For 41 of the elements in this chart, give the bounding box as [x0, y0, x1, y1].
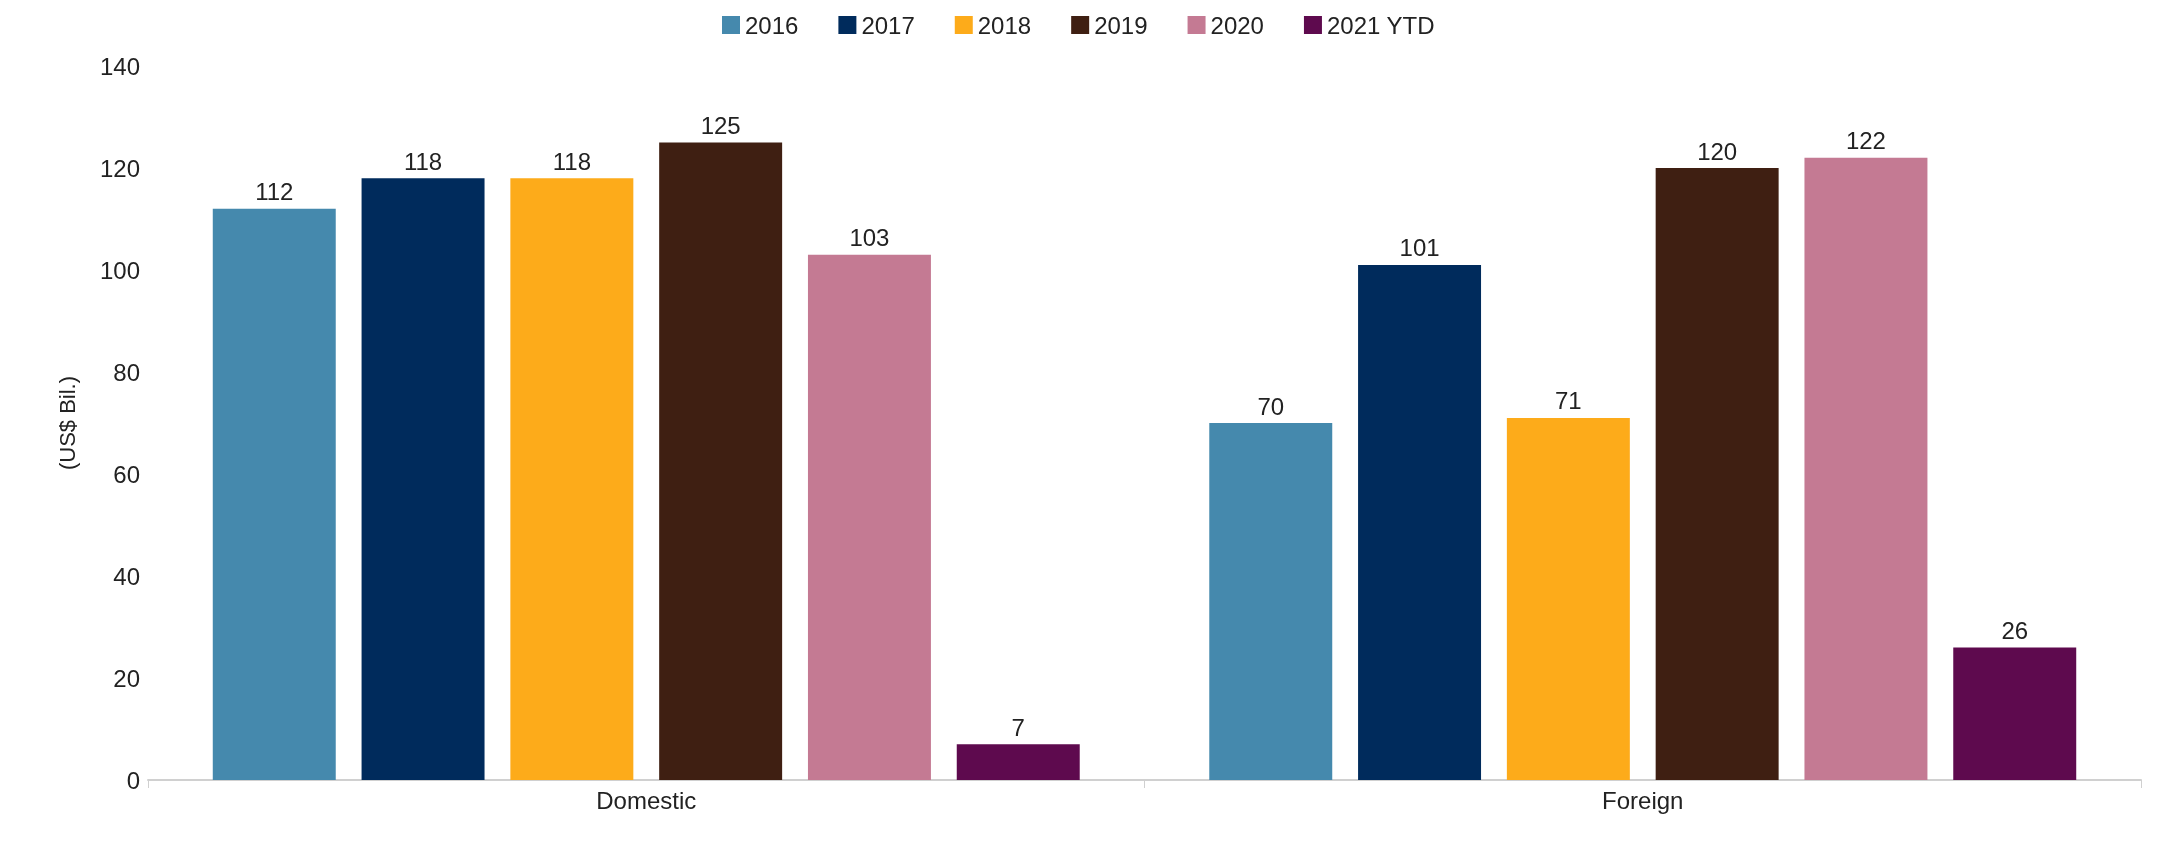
y-tick-label: 100: [99, 256, 140, 284]
x-tick-label: Foreign: [1602, 786, 1684, 814]
y-tick-label: 40: [113, 562, 140, 590]
data-label: 125: [700, 112, 741, 139]
bar: [1953, 647, 2077, 780]
data-label: 103: [849, 224, 890, 252]
bar: [1358, 264, 1482, 780]
data-label: 120: [1697, 137, 1738, 165]
bar: [361, 178, 485, 780]
bar: [807, 254, 931, 780]
legend-label: 2017: [861, 11, 915, 39]
bar: [1804, 157, 1928, 780]
bar: [1506, 417, 1630, 780]
bar: [510, 178, 634, 780]
y-tick-label: 60: [113, 460, 140, 488]
data-label: 70: [1257, 392, 1285, 420]
data-label: 118: [403, 147, 443, 175]
legend-label: 2020: [1210, 11, 1264, 39]
data-label: 122: [1845, 127, 1886, 155]
bar: [659, 142, 783, 780]
legend-label: 2019: [1094, 11, 1148, 39]
y-tick-label: 0: [126, 766, 140, 794]
y-tick-label: 120: [99, 154, 140, 182]
bar: [1209, 423, 1333, 780]
x-tick-label: Domestic: [596, 786, 697, 814]
data-label: 7: [1011, 713, 1025, 741]
y-axis-title: (US$ Bil.): [54, 375, 80, 471]
bar: [212, 208, 336, 780]
data-label: 118: [552, 147, 591, 175]
data-label: 101: [1399, 234, 1440, 262]
data-label: 112: [255, 178, 294, 206]
y-tick-label: 80: [113, 358, 140, 386]
data-label: 71: [1555, 387, 1582, 415]
legend-label: 2016: [744, 11, 799, 39]
legend-label: 2018: [977, 11, 1032, 39]
bar: [956, 744, 1080, 780]
bar: [1655, 168, 1779, 780]
data-label: 26: [2001, 616, 2029, 644]
legend-label: 2021 YTD: [1326, 11, 1435, 39]
y-tick-label: 20: [113, 664, 140, 692]
y-tick-label: 140: [99, 52, 140, 80]
